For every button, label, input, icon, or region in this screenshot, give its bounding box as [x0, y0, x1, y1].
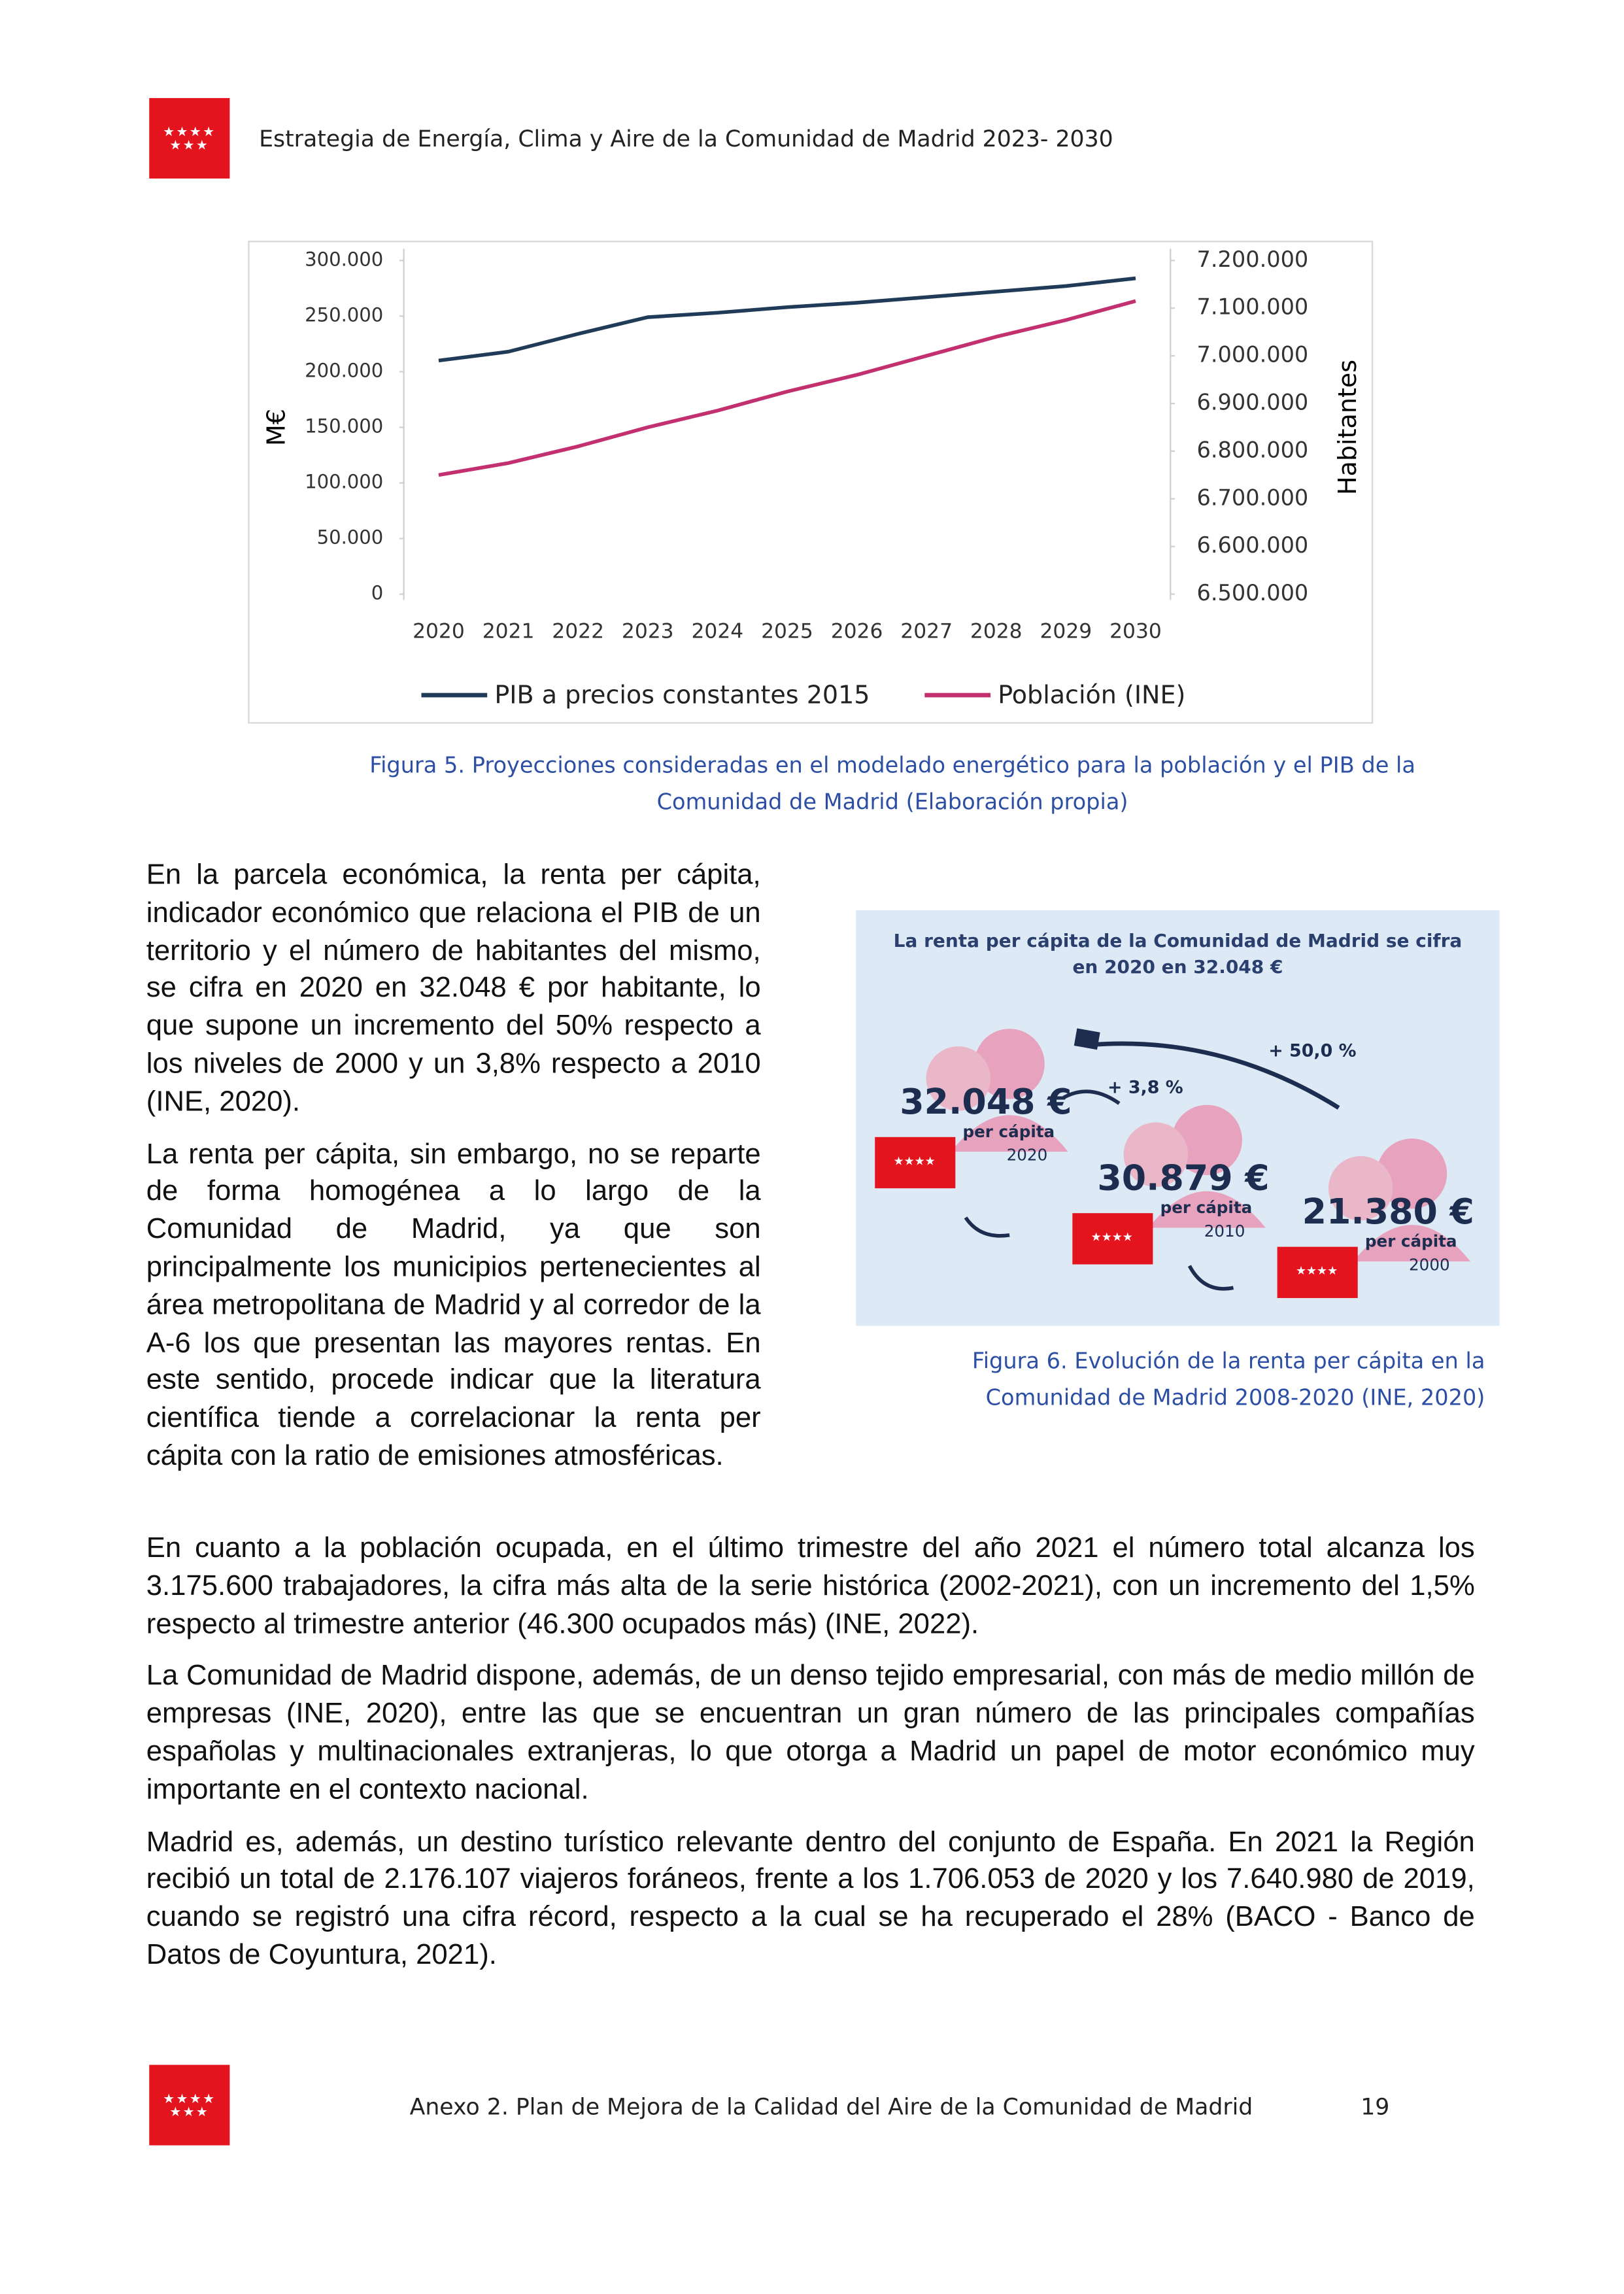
logo: ★★★★ ★★★	[149, 2064, 230, 2146]
renta-year: 2010	[1204, 1222, 1245, 1241]
y-tick-label: 200.000	[305, 359, 383, 381]
renta-value: 21.380 €	[1302, 1191, 1474, 1232]
x-tick-label: 2022	[552, 620, 604, 643]
y-tick-label: 0	[371, 582, 384, 604]
y-axis-label: M€	[262, 409, 291, 446]
person-body	[951, 1115, 1068, 1152]
y-tick-label: 300.000	[305, 248, 383, 270]
person-body	[1148, 1191, 1266, 1228]
y2-tick-label: 7.100.000	[1197, 294, 1309, 320]
arrow	[1062, 1089, 1121, 1105]
footer-text: Anexo 2. Plan de Mejora de la Calidad de…	[409, 2094, 1253, 2121]
y-tick-label: 250.000	[305, 303, 383, 326]
x-tick-label: 2020	[413, 620, 465, 643]
person-head	[1328, 1156, 1393, 1221]
y2-tick-label: 6.500.000	[1197, 580, 1309, 606]
x-tick-label: 2030	[1109, 620, 1162, 643]
y2-axis-label: Habitantes	[1333, 360, 1362, 495]
y2-tick-label: 7.000.000	[1197, 342, 1309, 368]
x-tick-label: 2028	[970, 620, 1023, 643]
paragraph: En cuanto a la población ocupada, en el …	[146, 1532, 1475, 1640]
figure-caption: Figura 6. Evolución de la renta per cápi…	[972, 1348, 1485, 1411]
flag-stars: ★★★★	[894, 1154, 936, 1168]
x-tick-label: 2021	[482, 620, 535, 643]
person-head	[1123, 1122, 1189, 1187]
y2-tick-label: 6.700.000	[1197, 485, 1309, 510]
arrow	[1187, 1265, 1234, 1291]
renta-unit: per cápita	[962, 1122, 1055, 1141]
x-tick-label: 2029	[1040, 620, 1092, 643]
flag	[875, 1137, 956, 1189]
y-tick-label: 50.000	[317, 526, 384, 549]
y2-tick-label: 6.900.000	[1197, 390, 1309, 415]
person-head	[1172, 1104, 1242, 1175]
chart-frame	[248, 241, 1374, 724]
renta-unit: per cápita	[1365, 1232, 1457, 1251]
renta-value: 30.879 €	[1097, 1157, 1269, 1198]
renta-year: 2020	[1007, 1146, 1048, 1165]
renta-value: 32.048 €	[900, 1081, 1072, 1122]
x-tick-label: 2026	[831, 620, 883, 643]
logo: ★★★★ ★★★	[149, 97, 230, 179]
arrow	[964, 1216, 1010, 1238]
legend-label: PIB a precios constantes 2015	[494, 681, 870, 710]
person-head	[926, 1046, 991, 1111]
x-tick-label: 2023	[622, 620, 674, 643]
flag	[1072, 1213, 1153, 1265]
person-head	[974, 1029, 1045, 1099]
figure-caption: Figura 5. Proyecciones consideradas en e…	[369, 752, 1415, 815]
y-tick-label: 100.000	[305, 470, 383, 492]
flag	[1277, 1246, 1358, 1298]
renta-unit: per cápita	[1160, 1198, 1253, 1217]
page-number: 19	[1361, 2094, 1390, 2121]
infographic: La renta per cápita de la Comunidad de M…	[856, 910, 1500, 1326]
paragraph: La renta per cápita, sin embargo, no se …	[146, 1138, 761, 1473]
infographic-title: La renta per cápita de la Comunidad de M…	[893, 929, 1463, 978]
legend-label: Población (INE)	[998, 681, 1185, 710]
y2-tick-label: 6.600.000	[1197, 532, 1309, 558]
arrow	[1089, 1041, 1340, 1110]
header-title: Estrategia de Energía, Clima y Aire de l…	[259, 126, 1113, 152]
arrow-head	[1074, 1028, 1100, 1050]
chart: M€ Habitantes 0 50.000 100.000 150.000 200.0…	[248, 241, 1374, 724]
body-text: En cuanto a la población ocupada, en el …	[146, 1531, 1475, 1990]
x-tick-label: 2025	[761, 620, 813, 643]
line-series	[438, 276, 1136, 363]
line-series	[438, 299, 1136, 477]
paragraph: Madrid es, además, un destino turístico …	[146, 1825, 1475, 1972]
left-column: En la parcela económica, la renta per cá…	[146, 857, 761, 1490]
change-label: + 50,0 %	[1268, 1041, 1356, 1061]
x-tick-label: 2024	[692, 620, 744, 643]
x-tick-label: 2027	[900, 620, 953, 643]
change-label: + 3,8 %	[1108, 1078, 1183, 1098]
y-tick-label: 150.000	[305, 415, 383, 437]
y2-tick-label: 7.200.000	[1197, 247, 1309, 272]
y2-tick-label: 6.800.000	[1197, 437, 1309, 462]
paragraph: En la parcela económica, la renta per cá…	[146, 859, 761, 1118]
paragraph: La Comunidad de Madrid dispone, además, …	[146, 1660, 1475, 1806]
person-body	[1353, 1225, 1471, 1262]
flag-stars: ★★★★	[1296, 1264, 1338, 1278]
flag-stars: ★★★★	[1091, 1231, 1133, 1244]
renta-year: 2000	[1409, 1255, 1450, 1274]
person-head	[1376, 1138, 1447, 1209]
